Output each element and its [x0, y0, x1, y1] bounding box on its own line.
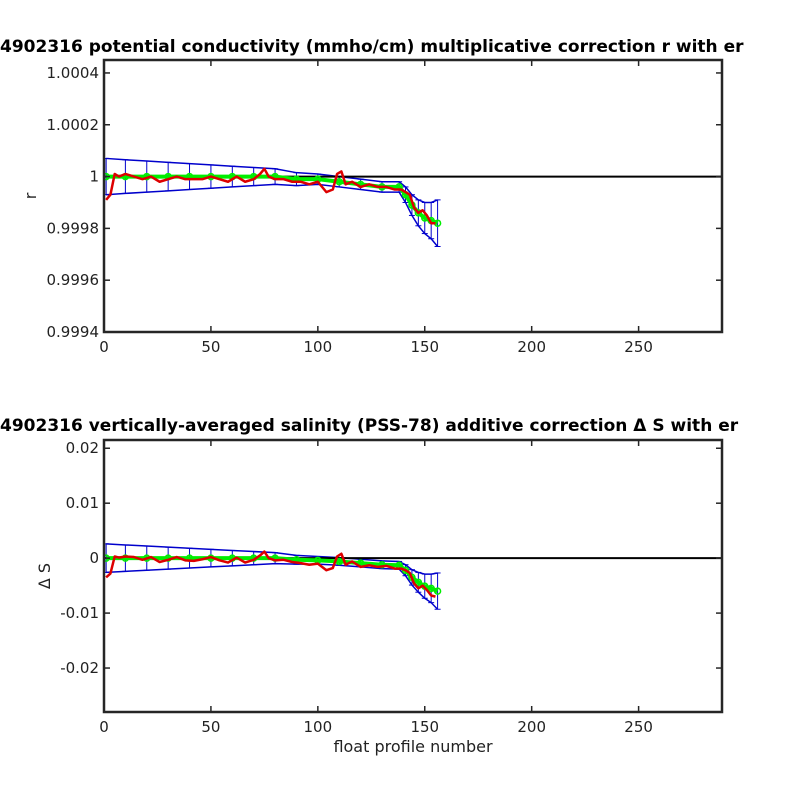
- x-tick-label: 200: [517, 338, 546, 356]
- axis-ticks: 0 50 100 150 200 250 -0.02 -0.01 0 0.01 0.02: [60, 439, 722, 736]
- error-envelope-upper: [106, 543, 438, 575]
- x-tick-label: 50: [201, 338, 220, 356]
- y-tick-label: 0: [89, 549, 99, 567]
- plot-marks: [104, 157, 722, 248]
- chart-title: 4902316 potential conductivity (mmho/cm)…: [0, 37, 744, 57]
- y-axis-label: Δ S: [35, 563, 54, 589]
- x-tick-label: 150: [410, 718, 439, 736]
- fit-point: [378, 560, 386, 569]
- axes-frame: [102, 58, 724, 334]
- y-tick-label: 0.9998: [47, 219, 100, 237]
- x-axis-label: float profile number: [333, 737, 493, 756]
- salinity-correction-panel: 4902316 vertically-averaged salinity (PS…: [0, 416, 739, 756]
- x-tick-label: 200: [517, 718, 546, 736]
- x-tick-label: 0: [99, 718, 109, 736]
- x-tick-label: 100: [304, 338, 333, 356]
- y-axis-label: r: [21, 192, 40, 199]
- y-tick-label: 1.0002: [47, 116, 100, 134]
- x-tick-label: 150: [410, 338, 439, 356]
- y-tick-label: 0.9996: [47, 271, 100, 289]
- raw-series-line: [105, 550, 436, 598]
- x-tick-label: 50: [201, 718, 220, 736]
- fit-point: [414, 578, 423, 587]
- raw-series-line: [105, 167, 436, 225]
- y-tick-label: -0.02: [60, 659, 99, 677]
- error-envelope-lower: [106, 183, 439, 247]
- x-tick-label: 100: [304, 718, 333, 736]
- axes-frame: [102, 438, 724, 714]
- y-tick-label: 0.01: [66, 494, 99, 512]
- conductivity-correction-panel: 4902316 potential conductivity (mmho/cm)…: [0, 37, 744, 356]
- x-tick-label: 0: [99, 338, 109, 356]
- error-envelope-upper: [106, 157, 438, 204]
- fit-point: [414, 209, 423, 217]
- y-tick-label: 0.9994: [47, 323, 100, 341]
- fit-point: [427, 584, 435, 593]
- y-tick-label: 1.0004: [47, 64, 100, 82]
- x-tick-label: 250: [624, 718, 653, 736]
- fit-point: [433, 587, 442, 595]
- y-tick-label: 1: [89, 168, 99, 186]
- x-tick-label: 250: [624, 338, 653, 356]
- chart-title: 4902316 vertically-averaged salinity (PS…: [0, 416, 739, 436]
- y-tick-label: 0.02: [66, 439, 99, 457]
- y-tick-label: -0.01: [60, 604, 99, 622]
